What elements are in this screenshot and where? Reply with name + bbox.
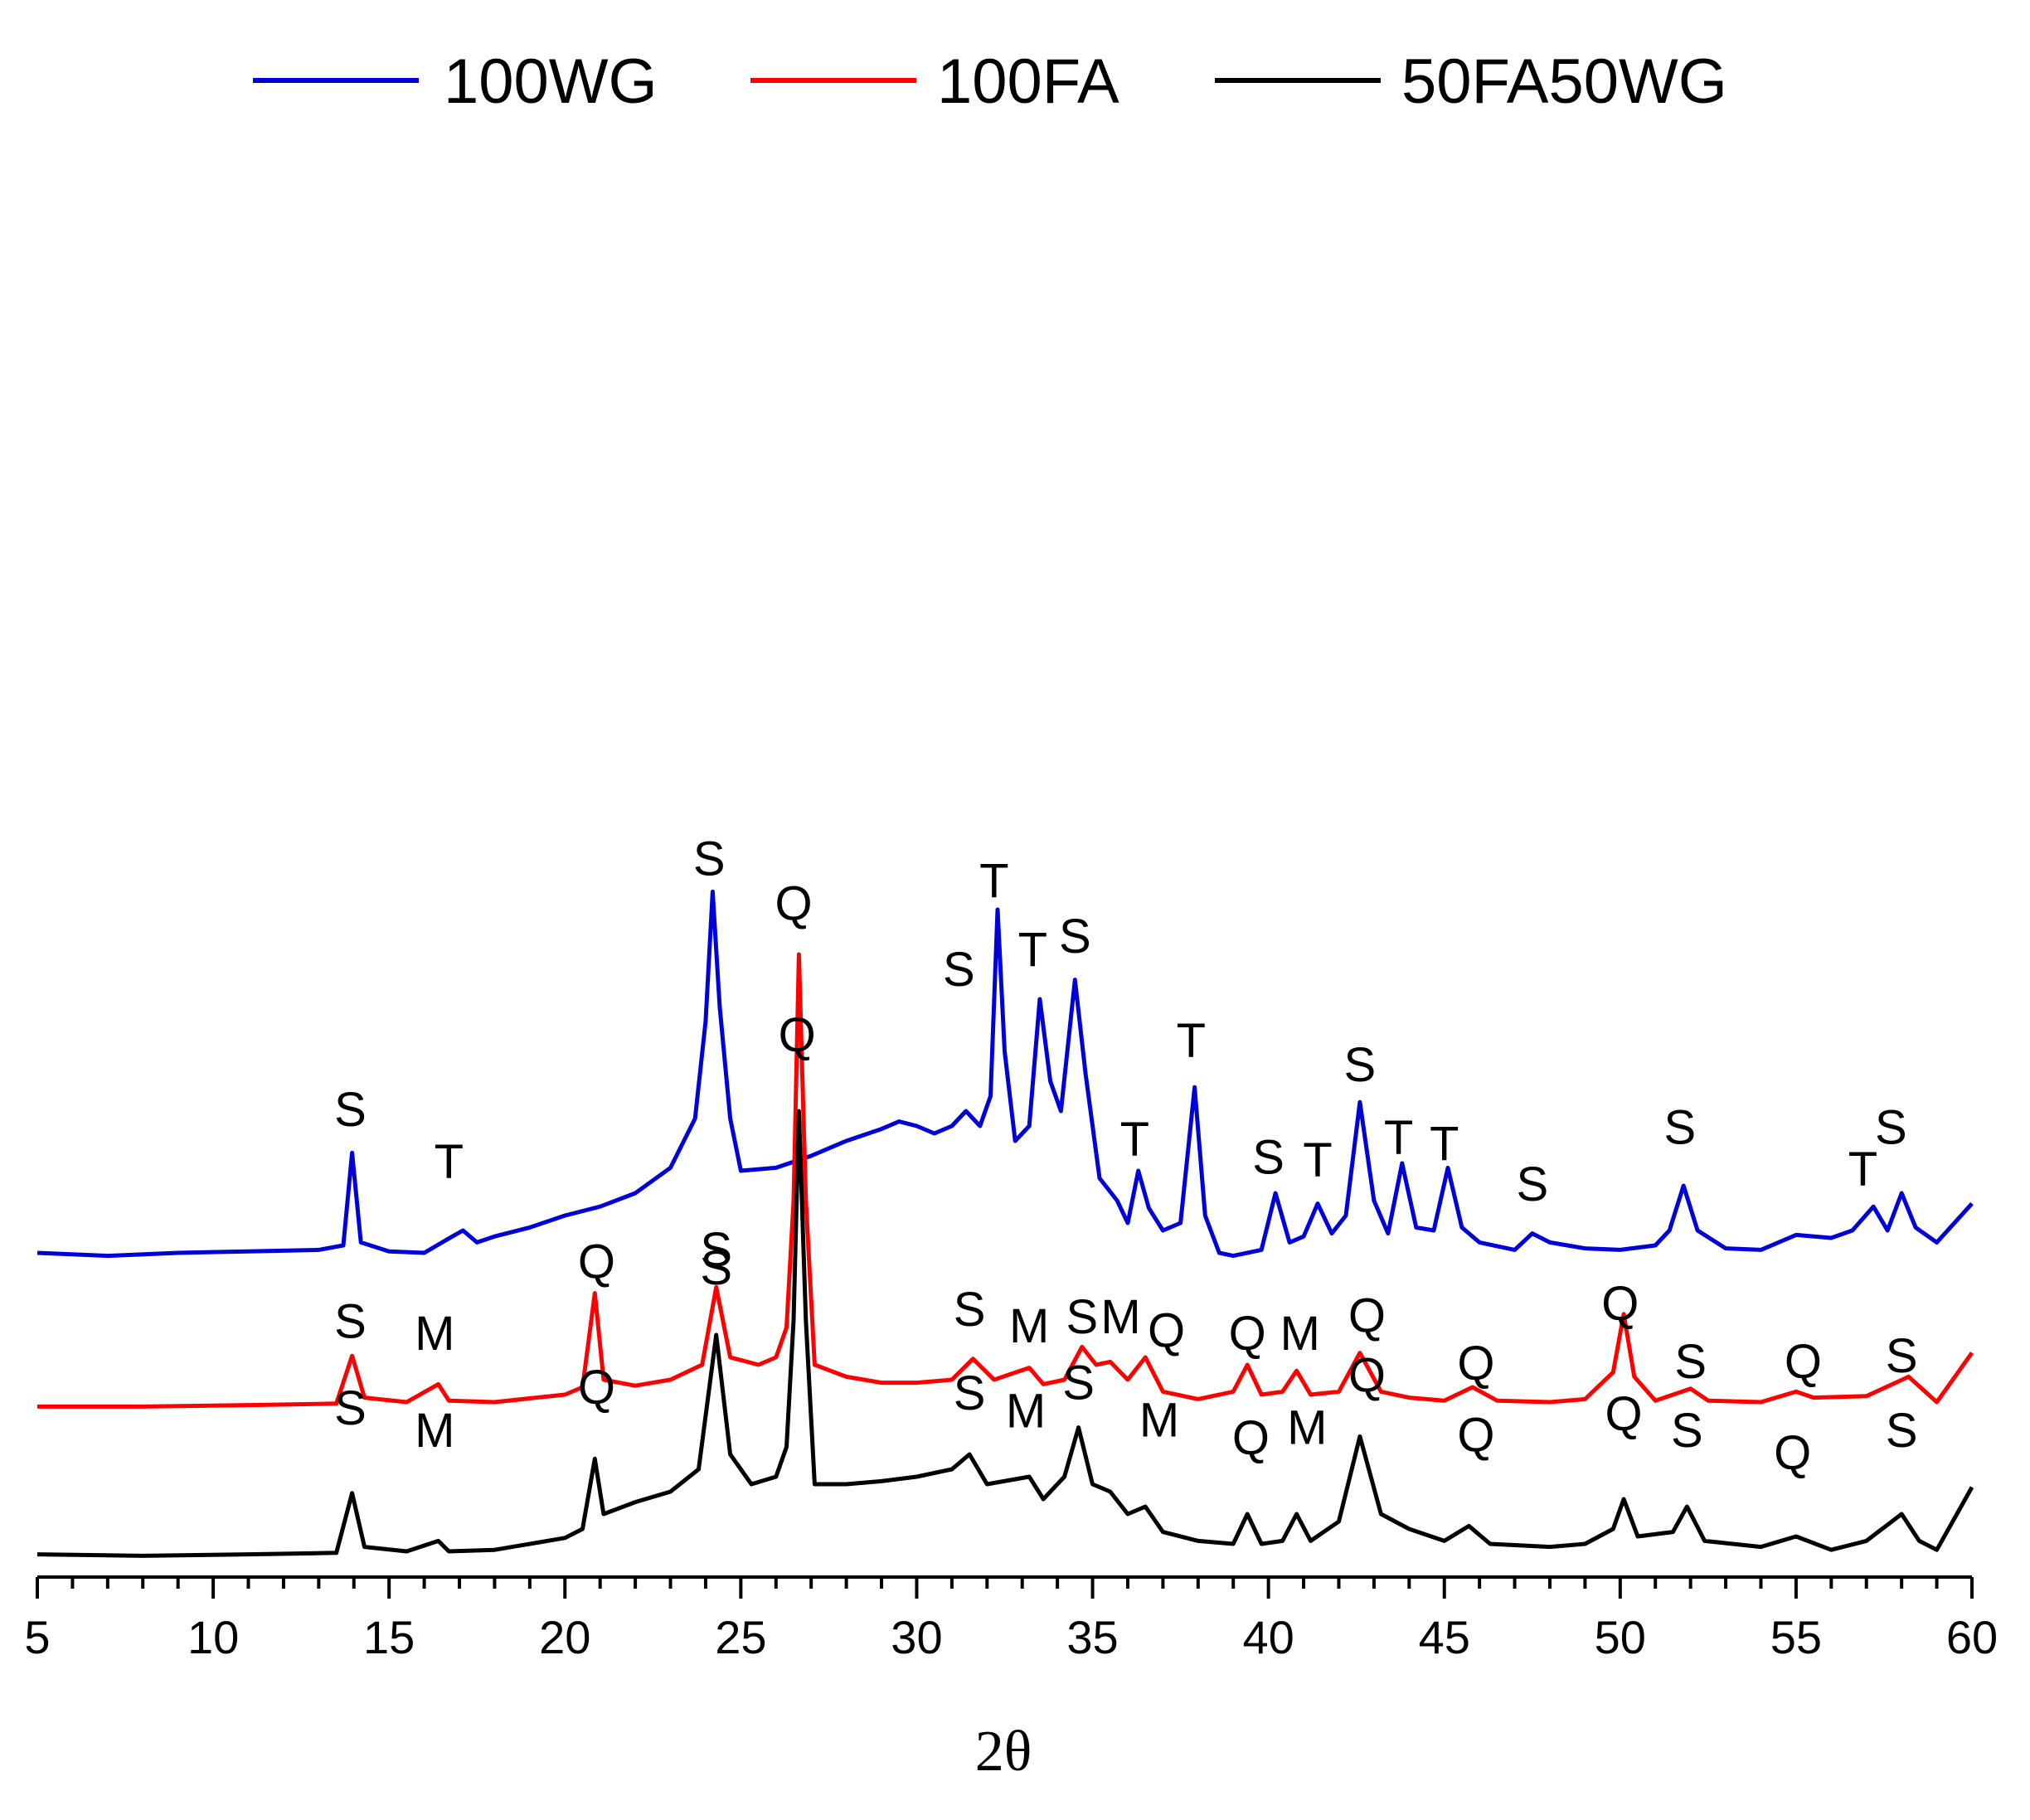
peak-label-100wg-s: S	[943, 943, 975, 997]
x-tick-label: 30	[891, 1611, 942, 1663]
x-tick-label: 60	[1946, 1611, 1998, 1663]
peak-label-100fa-q: Q	[1229, 1307, 1266, 1361]
peak-label-100fa-m: M	[1009, 1299, 1049, 1353]
peak-label-100wg-s: S	[1875, 1101, 1907, 1155]
peak-label-50fa50wg-s: S	[954, 1366, 986, 1420]
peak-label-100wg-s: S	[1664, 1101, 1697, 1155]
peak-label-100fa-m: M	[1280, 1307, 1320, 1361]
peak-label-50fa50wg-s: S	[334, 1381, 367, 1435]
peak-label-100wg-t: T	[1120, 1113, 1149, 1167]
peak-label-50fa50wg-q: Q	[1605, 1387, 1643, 1441]
peak-label-100wg-t: T	[1848, 1143, 1877, 1196]
legend-label-100fa: 100FA	[937, 46, 1119, 117]
peak-label-100fa-s: S	[700, 1223, 732, 1277]
legend: 100WG 100FA 50FA50WG	[253, 46, 1727, 117]
peak-label-50fa50wg-m: M	[1287, 1400, 1327, 1454]
peak-label-50fa50wg-m: M	[415, 1404, 454, 1458]
peak-label-50fa50wg-m: M	[1139, 1393, 1179, 1447]
x-axis: 5 10 15 20 25 30 35 40 45 50 55 60	[24, 1575, 1998, 1663]
x-tick-label: 40	[1242, 1611, 1294, 1663]
peak-label-50fa50wg-q: Q	[578, 1361, 615, 1415]
peak-label-100fa-q: Q	[1785, 1335, 1822, 1389]
peak-label-100fa-s: S	[1066, 1290, 1098, 1344]
peak-label-100wg-s: S	[1252, 1131, 1285, 1185]
x-tick-label: 50	[1595, 1611, 1646, 1663]
peak-label-100fa-s: S	[1674, 1335, 1707, 1389]
peak-label-100wg-t: T	[1430, 1117, 1459, 1171]
x-tick-label: 5	[24, 1611, 50, 1663]
peak-label-100wg-s: S	[1344, 1038, 1377, 1092]
x-tick-label: 25	[715, 1611, 766, 1663]
peak-label-50fa50wg-q: Q	[1232, 1411, 1270, 1465]
x-axis-title: 2θ	[975, 1720, 1032, 1784]
x-tick-label: 20	[539, 1611, 590, 1663]
peak-label-100fa-s: S	[1886, 1329, 1918, 1383]
peak-label-100wg-t: T	[1018, 923, 1047, 977]
peak-label-100fa-s: S	[954, 1283, 986, 1337]
peak-label-100fa-q: Q	[578, 1235, 615, 1289]
legend-label-50fa50wg: 50FA50WG	[1401, 46, 1727, 117]
x-tick-label: 10	[187, 1611, 239, 1663]
peak-label-100wg-s: S	[1516, 1158, 1548, 1211]
peak-label-100fa-q: Q	[1457, 1337, 1494, 1390]
plot-area	[36, 889, 1974, 1558]
peak-label-100wg-t: T	[1303, 1133, 1332, 1187]
peak-label-50fa50wg-q: Q	[779, 1008, 816, 1062]
series-line-50fa50wg	[36, 1109, 1974, 1558]
peak-label-50fa50wg-s: S	[1886, 1404, 1918, 1458]
peak-label-100wg-s: S	[334, 1083, 367, 1137]
peak-label-50fa50wg-m: M	[1006, 1385, 1046, 1439]
peak-label-100fa-s: S	[334, 1295, 367, 1349]
peak-label-100wg-t: T	[979, 855, 1008, 909]
x-tick-label: 15	[363, 1611, 415, 1663]
peak-label-50fa50wg-q: Q	[1348, 1348, 1386, 1402]
peak-label-100wg-s: S	[693, 832, 726, 886]
peak-label-100wg-t: T	[1384, 1111, 1413, 1165]
peak-label-50fa50wg-q: Q	[1774, 1426, 1811, 1480]
peak-label-50fa50wg-s: S	[1062, 1356, 1095, 1410]
x-tick-label: 35	[1066, 1611, 1118, 1663]
series-line-100wg	[36, 889, 1974, 1259]
peak-label-100fa-q: Q	[775, 877, 812, 931]
peak-label-50fa50wg-q: Q	[1457, 1408, 1494, 1462]
peak-label-50fa50wg-s: S	[1671, 1404, 1703, 1458]
peak-label-50fa50wg-s: S	[700, 1241, 732, 1295]
peak-label-100fa-q: Q	[1348, 1289, 1386, 1342]
peak-label-100wg-s: S	[1059, 910, 1091, 963]
peak-label-100fa-m: M	[1100, 1290, 1140, 1344]
peak-label-100wg-t: T	[435, 1135, 464, 1189]
series-line-100fa	[37, 952, 1974, 1409]
legend-label-100wg: 100WG	[444, 46, 658, 117]
x-tick-label: 55	[1770, 1611, 1822, 1663]
peak-label-100fa-q: Q	[1148, 1303, 1185, 1357]
peak-label-100fa-q: Q	[1601, 1277, 1639, 1331]
x-tick-label: 45	[1419, 1611, 1470, 1663]
peak-label-100wg-t: T	[1177, 1014, 1206, 1068]
peak-label-100fa-m: M	[415, 1307, 454, 1361]
